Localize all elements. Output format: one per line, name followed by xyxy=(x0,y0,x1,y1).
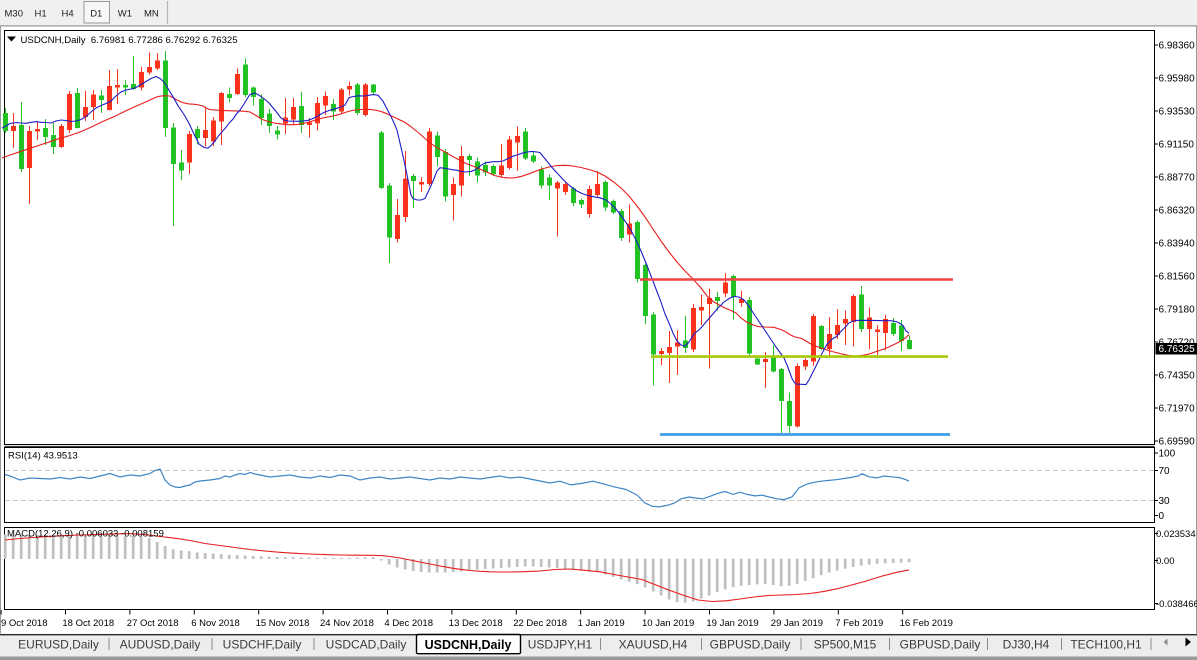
svg-text:DJ30,H4: DJ30,H4 xyxy=(1003,638,1050,652)
svg-text:USDCNH,Daily 6.76981 6.77286: USDCNH,Daily 6.76981 6.77286 6.76292 6.7… xyxy=(21,35,238,46)
svg-text:22 Dec 2018: 22 Dec 2018 xyxy=(513,618,567,629)
svg-text:4 Dec 2018: 4 Dec 2018 xyxy=(384,618,433,629)
svg-text:MN: MN xyxy=(144,9,159,20)
svg-text:0: 0 xyxy=(1159,511,1165,522)
svg-text:6 Nov 2018: 6 Nov 2018 xyxy=(191,618,240,629)
svg-text:6.71970: 6.71970 xyxy=(1159,404,1196,415)
svg-text:13 Dec 2018: 13 Dec 2018 xyxy=(449,618,503,629)
svg-text:100: 100 xyxy=(1159,449,1176,460)
svg-text:1 Jan 2019: 1 Jan 2019 xyxy=(578,618,625,629)
svg-text:6.76325: 6.76325 xyxy=(1159,344,1196,355)
svg-text:27 Oct 2018: 27 Oct 2018 xyxy=(127,618,179,629)
svg-text:USDJPY,H1: USDJPY,H1 xyxy=(528,638,593,652)
svg-text:GBPUSD,Daily: GBPUSD,Daily xyxy=(900,638,981,652)
svg-text:6.91150: 6.91150 xyxy=(1159,140,1195,151)
svg-text:70: 70 xyxy=(1159,466,1171,477)
svg-text:M30: M30 xyxy=(5,9,23,20)
svg-text:0.023534: 0.023534 xyxy=(1156,529,1196,540)
svg-text:AUDUSD,Daily: AUDUSD,Daily xyxy=(120,638,201,652)
svg-text:W1: W1 xyxy=(118,9,132,20)
svg-text:18 Oct 2018: 18 Oct 2018 xyxy=(62,618,114,629)
svg-text:USDCAD,Daily: USDCAD,Daily xyxy=(326,638,407,652)
svg-text:6.93530: 6.93530 xyxy=(1159,107,1196,118)
svg-text:TECH100,H1: TECH100,H1 xyxy=(1070,638,1142,652)
svg-text:6.95980: 6.95980 xyxy=(1159,74,1196,85)
svg-text:6.83940: 6.83940 xyxy=(1159,239,1196,250)
svg-text:D1: D1 xyxy=(90,9,102,20)
svg-text:USDCNH,Daily: USDCNH,Daily xyxy=(425,638,512,652)
svg-text:6.79180: 6.79180 xyxy=(1159,305,1196,316)
svg-text:XAUUSD,H4: XAUUSD,H4 xyxy=(619,638,688,652)
svg-text:6.81560: 6.81560 xyxy=(1159,272,1196,283)
svg-text:MACD(12,26,9) -0.006033 -0.008: MACD(12,26,9) -0.006033 -0.008159 xyxy=(7,529,164,540)
svg-text:7 Feb 2019: 7 Feb 2019 xyxy=(835,618,883,629)
svg-text:6.74350: 6.74350 xyxy=(1159,371,1196,382)
svg-text:6.86320: 6.86320 xyxy=(1159,206,1196,217)
svg-text:6.88770: 6.88770 xyxy=(1159,173,1196,184)
svg-text:SP500,M15: SP500,M15 xyxy=(814,638,877,652)
svg-text:30: 30 xyxy=(1159,496,1171,507)
svg-text:29 Jan 2019: 29 Jan 2019 xyxy=(771,618,823,629)
svg-text:24 Nov 2018: 24 Nov 2018 xyxy=(320,618,374,629)
svg-text:6.69590: 6.69590 xyxy=(1159,437,1196,448)
svg-text:9 Oct 2018: 9 Oct 2018 xyxy=(1,618,47,629)
svg-text:H4: H4 xyxy=(62,9,74,20)
svg-text:6.98360: 6.98360 xyxy=(1159,41,1196,52)
svg-text:USDCHF,Daily: USDCHF,Daily xyxy=(223,638,302,652)
svg-text:RSI(14) 43.9513: RSI(14) 43.9513 xyxy=(8,451,78,462)
svg-text:H1: H1 xyxy=(35,9,47,20)
svg-text:19 Jan 2019: 19 Jan 2019 xyxy=(706,618,758,629)
svg-text:15 Nov 2018: 15 Nov 2018 xyxy=(256,618,310,629)
svg-text:0.00: 0.00 xyxy=(1156,556,1175,567)
svg-text:10 Jan 2019: 10 Jan 2019 xyxy=(642,618,694,629)
svg-text:GBPUSD,Daily: GBPUSD,Daily xyxy=(710,638,791,652)
svg-text:-0.038466: -0.038466 xyxy=(1156,599,1197,610)
svg-text:EURUSD,Daily: EURUSD,Daily xyxy=(18,638,99,652)
svg-text:16 Feb 2019: 16 Feb 2019 xyxy=(900,618,953,629)
